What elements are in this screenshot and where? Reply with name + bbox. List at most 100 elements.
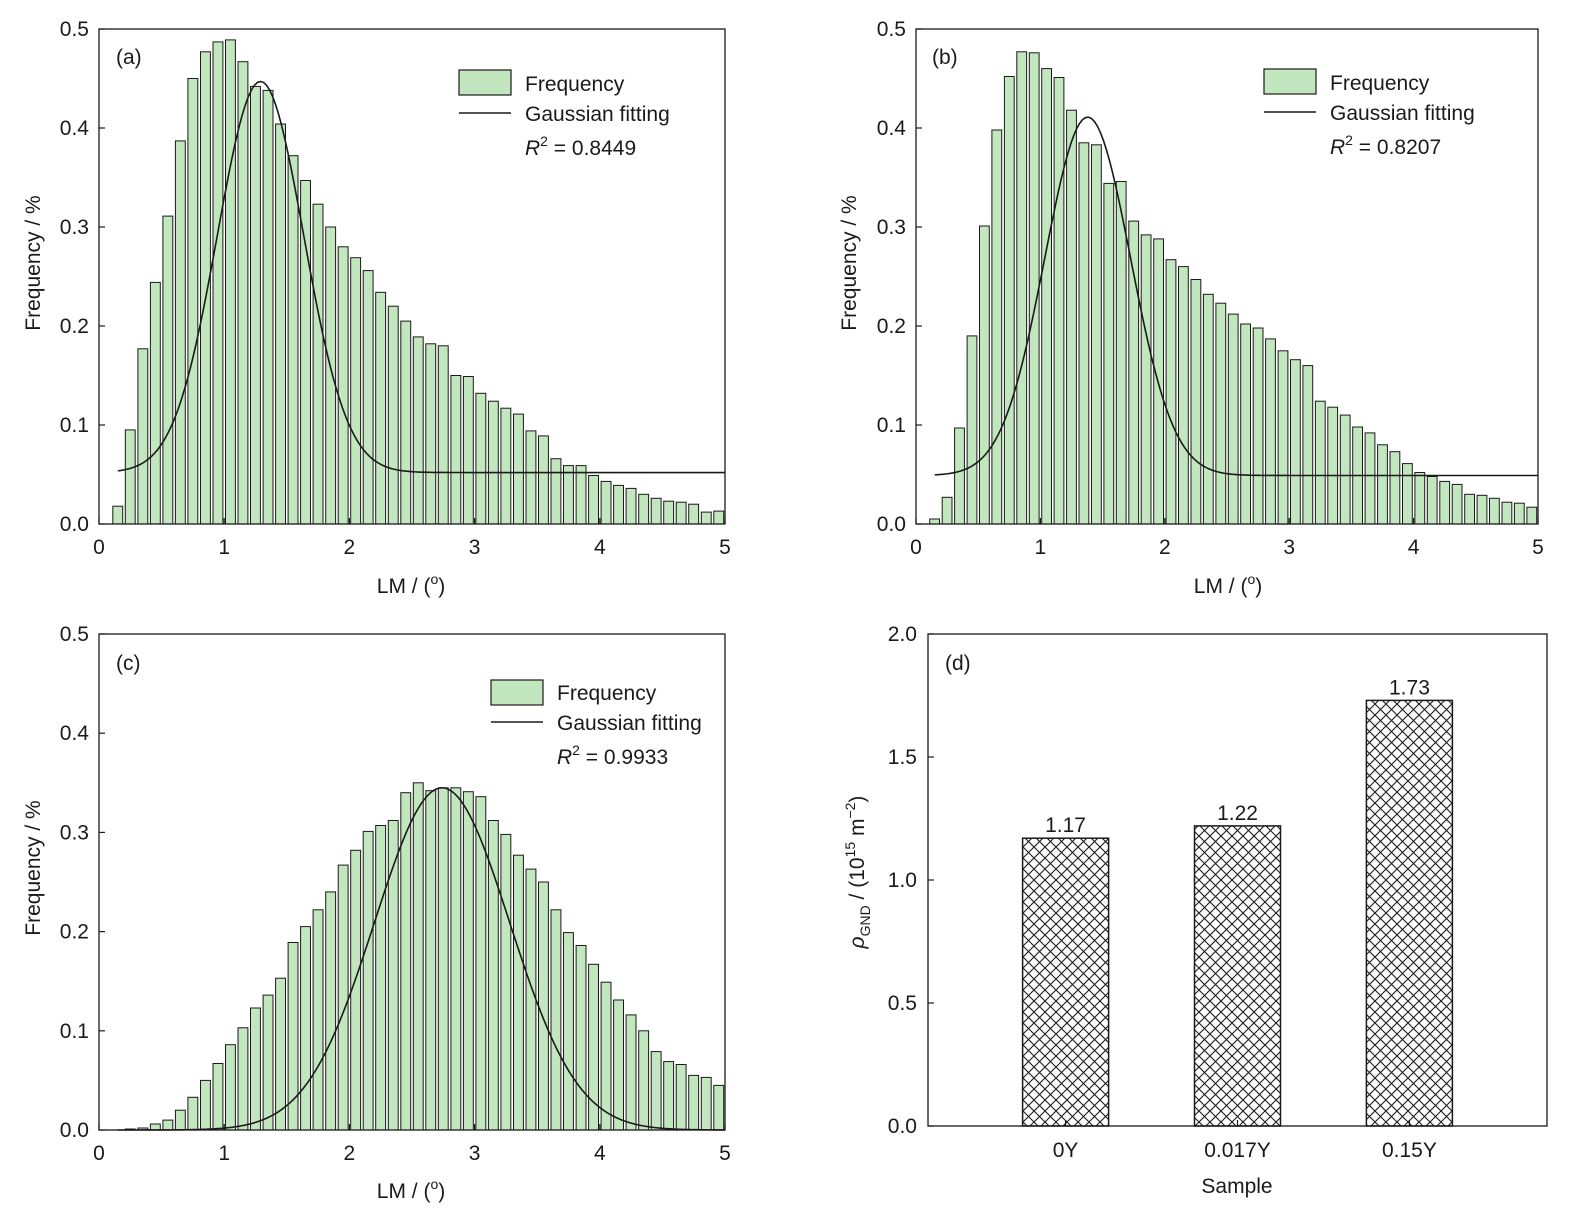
histogram-bar (287, 942, 299, 1131)
x-tick-label: 1 (1035, 536, 1047, 559)
histogram-bar (1202, 293, 1214, 525)
histogram-bar (1178, 266, 1189, 525)
y-tick-label: 0.3 (60, 216, 89, 239)
y-tick-label: 1.5 (888, 746, 917, 769)
x-axis-label: LM / (o) (377, 1176, 445, 1203)
histogram-bar (525, 430, 537, 525)
histogram-bar (262, 994, 274, 1131)
histogram-bar (688, 1074, 700, 1131)
histogram-bar (350, 257, 362, 525)
y-tick-label: 0.5 (888, 992, 917, 1015)
histogram-bar (237, 61, 249, 525)
y-tick-label: 0.3 (877, 216, 906, 239)
x-tick-label: 2 (1159, 536, 1171, 559)
histogram-bar (700, 1076, 712, 1131)
gaussian-fit-line (117, 786, 726, 1131)
histogram-bar (450, 787, 462, 1131)
histogram-bar (1103, 182, 1115, 525)
histogram-bar (475, 392, 487, 525)
panel-c: 0 1 2 3 4 5 0.0 0.1 0.2 0.3 0.4 0.5 (c) Frequency G… (22, 623, 731, 1203)
x-tick-label: 3 (469, 1142, 481, 1165)
histogram-bar (362, 830, 374, 1131)
histogram-bar (1464, 493, 1475, 525)
histogram-bar (1439, 480, 1451, 525)
r-squared-annotation: R2 = 0.8449 (525, 133, 636, 160)
histogram-bar (250, 1007, 261, 1131)
histogram-bar (462, 376, 474, 525)
histogram-bar (613, 999, 624, 1131)
histogram-bar (262, 89, 274, 525)
gaussian-fit-line (117, 80, 725, 474)
histogram-bar (387, 305, 399, 525)
histogram-bar (1377, 444, 1388, 525)
histogram-bar (200, 1079, 211, 1131)
panel-a: 0 1 2 3 4 5 0.0 0.1 0.2 0.3 0.4 0.5 (a) Frequency G… (22, 18, 731, 598)
histogram-bar (713, 1084, 725, 1131)
histogram-bar (1277, 350, 1289, 525)
y-axis-label: Frequency / % (838, 195, 861, 330)
r-squared-annotation: R2 = 0.8207 (1330, 132, 1441, 159)
histogram-bar (650, 1051, 662, 1131)
y-tick-label: 0.4 (60, 722, 90, 745)
panel-tag: (c) (116, 652, 141, 675)
histogram-bar (1402, 463, 1413, 525)
histogram-bar (187, 78, 199, 525)
legend-line-label: Gaussian fitting (557, 712, 702, 735)
y-tick-label: 0.4 (60, 117, 90, 140)
histogram-bars (124, 782, 725, 1131)
histogram-bar (487, 400, 499, 525)
axis-ticks: 0Y 0.017Y 0.15Y 0.0 0.5 1.0 1.5 2.0 (888, 623, 1437, 1162)
histogram-bar (1053, 77, 1065, 525)
histogram-bar (713, 510, 725, 525)
histogram-bar (538, 435, 549, 525)
legend: Frequency Gaussian fitting R2 = 0.9933 (490, 679, 702, 769)
x-tick-label: 0.017Y (1204, 1139, 1271, 1162)
histogram-bar (412, 782, 424, 1131)
y-tick-label: 0.2 (60, 315, 89, 338)
y-tick-label: 0.5 (877, 18, 906, 41)
histogram-bar (513, 854, 524, 1131)
histogram-bar (375, 291, 387, 525)
sample-bar (1021, 837, 1110, 1127)
histogram-bar (462, 791, 474, 1131)
histogram-bar (487, 820, 499, 1131)
legend-bar-label: Frequency (525, 73, 625, 96)
y-tick-label: 0.0 (877, 513, 906, 536)
histogram-bar (1314, 400, 1326, 525)
histogram-bar (325, 226, 337, 525)
histogram-bar (425, 790, 437, 1131)
histogram-bar (663, 500, 675, 525)
histogram-bar (550, 909, 562, 1131)
histogram-bar (663, 1061, 675, 1131)
histogram-bar (675, 1064, 687, 1131)
histogram-bar (300, 180, 312, 525)
histogram-bar (1115, 181, 1127, 525)
x-tick-label: 0Y (1053, 1139, 1079, 1162)
histogram-bar (625, 487, 637, 525)
y-tick-label: 0.1 (877, 414, 906, 437)
panel-tag: (b) (932, 46, 958, 69)
y-tick-label: 0.3 (60, 821, 89, 844)
histogram-bar (1091, 144, 1102, 525)
histogram-bar (1501, 501, 1513, 525)
histogram-bar (212, 1063, 224, 1131)
histogram-bar (400, 320, 412, 525)
histogram-bar (1190, 279, 1202, 525)
y-axis-label: Frequency / % (22, 800, 45, 935)
legend-bar-label: Frequency (557, 682, 657, 705)
y-tick-label: 0.2 (60, 921, 89, 944)
histogram-bar (1140, 234, 1152, 525)
histogram-bar (575, 945, 587, 1131)
y-tick-label: 0.0 (60, 513, 89, 536)
histogram-bar (1414, 472, 1426, 525)
histogram-bar (954, 427, 965, 525)
histogram-bar (600, 981, 612, 1131)
x-tick-label: 0 (910, 536, 922, 559)
plot-frame (98, 633, 726, 1131)
x-tick-label: 0.15Y (1382, 1139, 1437, 1162)
histogram-bar (575, 465, 587, 525)
histogram-bar (525, 868, 537, 1131)
histogram-bar (638, 1030, 650, 1131)
y-axis-label: Frequency / % (22, 195, 45, 330)
